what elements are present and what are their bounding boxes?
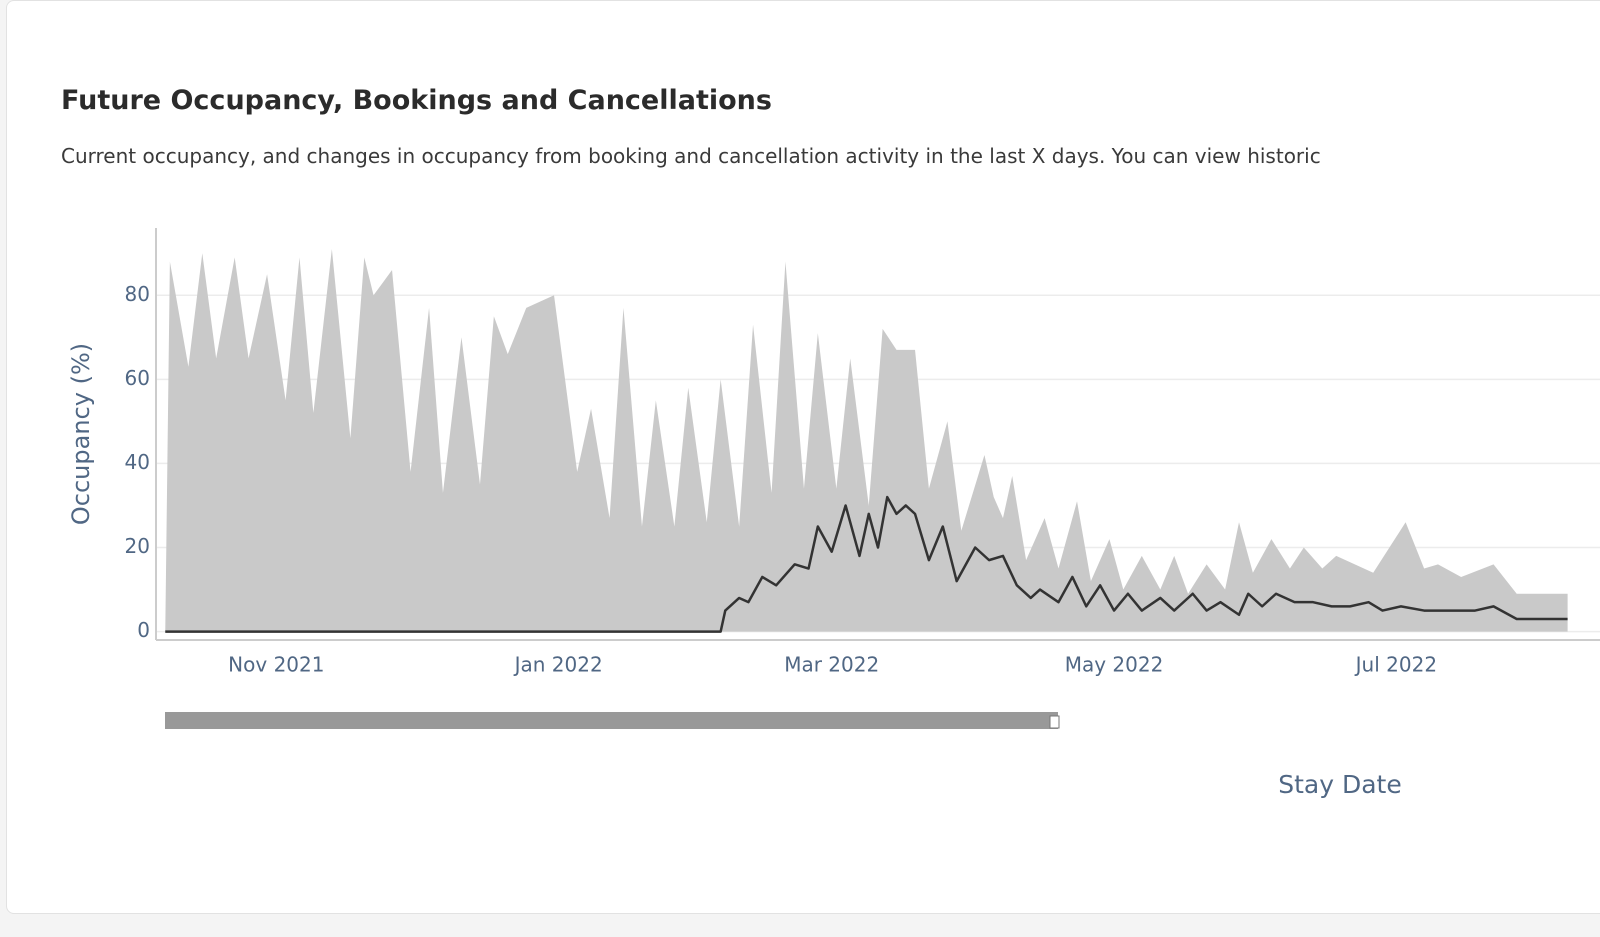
occupancy-area [165, 249, 1568, 632]
card-subtitle: Current occupancy, and changes in occupa… [61, 144, 1321, 168]
y-tick-label: 40 [125, 450, 150, 474]
x-axis-title: Stay Date [1278, 770, 1402, 799]
y-tick-label: 20 [125, 534, 150, 558]
change-line [165, 495, 1568, 633]
x-tick-label: Nov 2021 [228, 653, 324, 677]
y-tick-label: 60 [125, 366, 150, 390]
x-tick-label: Jul 2022 [1354, 653, 1437, 677]
y-tick-label: 0 [137, 618, 150, 642]
x-tick-label: Mar 2022 [784, 653, 879, 677]
range-slider[interactable] [165, 712, 1058, 729]
range-slider-handle[interactable] [1049, 715, 1060, 729]
card-title: Future Occupancy, Bookings and Cancellat… [61, 85, 772, 116]
x-tick-label: May 2022 [1065, 653, 1164, 677]
x-tick-label: Jan 2022 [513, 653, 603, 677]
y-tick-label: 80 [125, 282, 150, 306]
y-axis-title: Occupancy (%) [67, 343, 95, 525]
